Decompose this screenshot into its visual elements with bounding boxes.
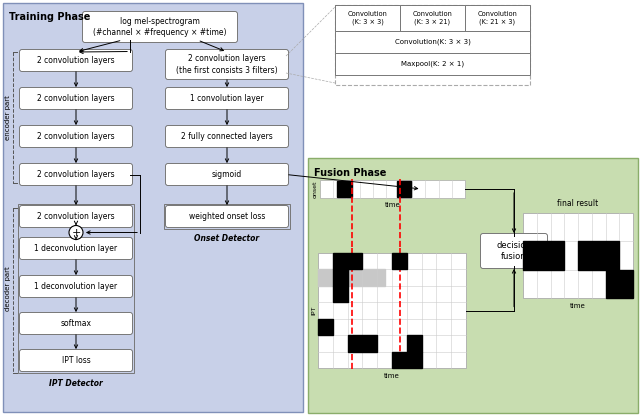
Bar	[407, 335, 422, 352]
Bar	[318, 253, 466, 368]
Bar	[465, 5, 530, 31]
Bar	[3, 3, 303, 412]
Bar	[605, 270, 633, 298]
Text: IPT: IPT	[311, 306, 316, 315]
Circle shape	[69, 225, 83, 240]
Text: time: time	[385, 202, 401, 208]
Text: 1 deconvolution layer: 1 deconvolution layer	[35, 282, 118, 291]
FancyBboxPatch shape	[166, 126, 289, 148]
Text: 2 convolution layers: 2 convolution layers	[37, 132, 115, 141]
Bar	[523, 213, 633, 298]
FancyBboxPatch shape	[19, 312, 132, 334]
FancyBboxPatch shape	[19, 206, 132, 228]
Text: IPT loss: IPT loss	[61, 356, 90, 365]
Text: decision
fusion: decision fusion	[497, 241, 531, 261]
Bar	[318, 270, 385, 286]
FancyBboxPatch shape	[166, 50, 289, 79]
Text: decoder part: decoder part	[5, 266, 11, 311]
Bar	[337, 181, 352, 197]
Text: 2 convolution layers: 2 convolution layers	[37, 212, 115, 221]
FancyBboxPatch shape	[19, 349, 132, 371]
Text: time: time	[570, 303, 586, 309]
Text: Convolution(K: 3 × 3): Convolution(K: 3 × 3)	[395, 39, 470, 45]
Bar	[578, 241, 620, 270]
Bar	[333, 253, 362, 270]
FancyBboxPatch shape	[19, 50, 132, 72]
Bar	[333, 270, 348, 286]
Text: log mel-spectrogram
(#channel × #frequency × #time): log mel-spectrogram (#channel × #frequen…	[93, 17, 227, 37]
Text: encoder part: encoder part	[5, 95, 11, 140]
Bar	[333, 286, 348, 302]
FancyBboxPatch shape	[83, 12, 237, 42]
Text: +: +	[71, 228, 81, 238]
Bar	[335, 53, 530, 75]
Bar	[392, 253, 407, 270]
Bar	[308, 158, 638, 413]
FancyBboxPatch shape	[481, 233, 547, 268]
Bar	[397, 181, 412, 197]
FancyBboxPatch shape	[19, 87, 132, 109]
Text: IPT Detector: IPT Detector	[49, 379, 103, 388]
Text: 2 convolution layers: 2 convolution layers	[37, 170, 115, 179]
Bar	[335, 31, 530, 53]
Bar	[523, 241, 564, 270]
Text: Convolution
(K: 3 × 21): Convolution (K: 3 × 21)	[413, 11, 452, 25]
Text: 2 convolution layers: 2 convolution layers	[37, 56, 115, 65]
Bar	[18, 204, 134, 373]
Text: Training Phase: Training Phase	[9, 12, 90, 22]
Text: Convolution
(K: 3 × 3): Convolution (K: 3 × 3)	[348, 11, 387, 25]
Text: 1 convolution layer: 1 convolution layer	[190, 94, 264, 103]
FancyBboxPatch shape	[166, 87, 289, 109]
Bar	[392, 352, 422, 368]
Bar	[348, 335, 377, 352]
Text: Fusion Phase: Fusion Phase	[314, 168, 387, 178]
FancyBboxPatch shape	[19, 126, 132, 148]
Bar	[320, 180, 465, 198]
Text: Maxpool(K: 2 × 1): Maxpool(K: 2 × 1)	[401, 61, 464, 67]
Text: 2 convolution layers
(the first consists 3 filters): 2 convolution layers (the first consists…	[176, 54, 278, 74]
Text: 1 deconvolution layer: 1 deconvolution layer	[35, 244, 118, 253]
Text: time: time	[384, 373, 400, 379]
Text: softmax: softmax	[61, 319, 92, 328]
FancyBboxPatch shape	[19, 163, 132, 186]
FancyBboxPatch shape	[166, 163, 289, 186]
FancyBboxPatch shape	[19, 238, 132, 260]
Text: 2 convolution layers: 2 convolution layers	[37, 94, 115, 103]
FancyBboxPatch shape	[166, 206, 289, 228]
Bar	[335, 5, 530, 85]
Text: 2 fully connected layers: 2 fully connected layers	[181, 132, 273, 141]
Text: weighted onset loss: weighted onset loss	[189, 212, 265, 221]
Text: final result: final result	[557, 199, 598, 208]
Text: IPT: IPT	[547, 241, 552, 251]
Bar	[164, 204, 290, 229]
Bar	[400, 5, 465, 31]
Bar	[318, 319, 333, 335]
Text: onset: onset	[313, 180, 318, 198]
Bar	[335, 5, 400, 31]
Text: Onset Detector: Onset Detector	[195, 234, 260, 243]
Text: Convolution
(K: 21 × 3): Convolution (K: 21 × 3)	[477, 11, 517, 25]
FancyBboxPatch shape	[19, 275, 132, 297]
Text: sigmoid: sigmoid	[212, 170, 242, 179]
